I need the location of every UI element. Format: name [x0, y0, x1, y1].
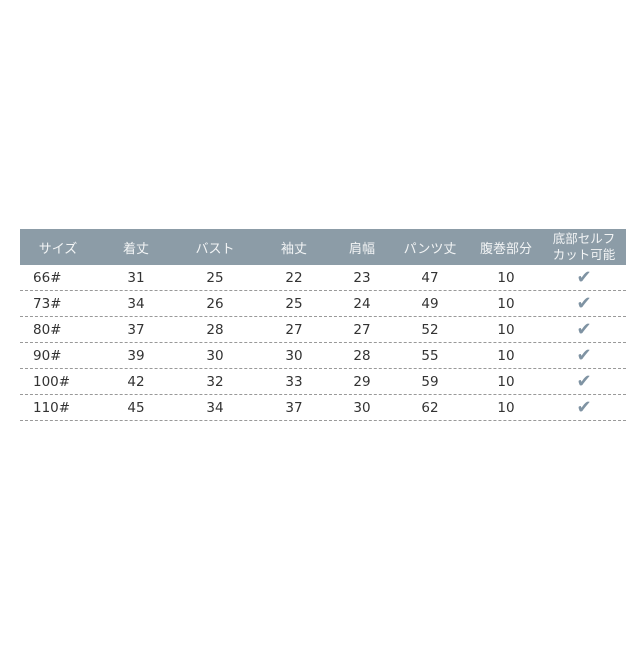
table-cell: 110# — [33, 399, 71, 416]
table-cell: 25 — [206, 269, 224, 286]
table-cell: 45 — [127, 399, 145, 416]
table-cell: 37 — [285, 399, 303, 416]
table-row: 100# 42 32 33 29 59 10 ✔ — [20, 369, 626, 395]
header-waistband: 腹巻部分 — [479, 241, 532, 257]
table-row: 80# 37 28 27 27 52 10 ✔ — [20, 317, 626, 343]
checkmark-icon: ✔ — [576, 344, 592, 366]
table-cell: 22 — [285, 269, 303, 286]
table-cell: 32 — [206, 373, 224, 390]
table-cell: 100# — [33, 373, 71, 390]
table-cell: 10 — [497, 399, 515, 416]
table-cell: 24 — [353, 295, 371, 312]
header-pants-length: パンツ丈 — [403, 241, 457, 257]
table-cell: 23 — [353, 269, 371, 286]
table-cell: 28 — [353, 347, 371, 364]
table-cell: 10 — [497, 269, 515, 286]
table-cell: 34 — [206, 399, 224, 416]
table-cell: 29 — [353, 373, 371, 390]
checkmark-icon: ✔ — [576, 292, 592, 314]
table-cell: 31 — [127, 269, 145, 286]
header-shoulder: 肩幅 — [348, 241, 375, 257]
table-cell: 30 — [206, 347, 224, 364]
table-row: 90# 39 30 30 28 55 10 ✔ — [20, 343, 626, 369]
table-cell: 10 — [497, 347, 515, 364]
header-length: 着丈 — [122, 241, 149, 257]
table-cell: 27 — [285, 321, 303, 338]
table-cell: 62 — [421, 399, 439, 416]
table-cell: 39 — [127, 347, 145, 364]
table-cell: 10 — [497, 321, 515, 338]
checkmark-icon: ✔ — [576, 396, 592, 418]
table-cell: 30 — [285, 347, 303, 364]
table-cell: 73# — [33, 295, 62, 312]
checkmark-icon: ✔ — [576, 370, 592, 392]
checkmark-icon: ✔ — [576, 266, 592, 288]
header-hem-cut-line1: 底部セルフ — [552, 231, 616, 246]
table-cell: 33 — [285, 373, 303, 390]
table-cell: 30 — [353, 399, 371, 416]
table-cell: 26 — [206, 295, 224, 312]
table-cell: 49 — [421, 295, 439, 312]
header-hem-cut: 底部セルフ カット可能 — [542, 231, 626, 263]
table-cell: 37 — [127, 321, 145, 338]
table-cell: 52 — [421, 321, 439, 338]
table-row: 110# 45 34 37 30 62 10 ✔ — [20, 395, 626, 421]
size-table: サイズ 着丈 バスト 袖丈 肩幅 パンツ丈 腹巻部分 底部セルフ カット可能 6… — [20, 229, 626, 421]
table-cell: 10 — [497, 295, 515, 312]
table-cell: 80# — [33, 321, 62, 338]
table-row: 73# 34 26 25 24 49 10 ✔ — [20, 291, 626, 317]
table-cell: 25 — [285, 295, 303, 312]
table-row: 66# 31 25 22 23 47 10 ✔ — [20, 265, 626, 291]
table-cell: 47 — [421, 269, 439, 286]
header-hem-cut-line2: カット可能 — [552, 247, 616, 262]
checkmark-icon: ✔ — [576, 318, 592, 340]
table-cell: 66# — [33, 269, 62, 286]
table-cell: 34 — [127, 295, 145, 312]
table-cell: 27 — [353, 321, 371, 338]
table-cell: 55 — [421, 347, 439, 364]
table-cell: 59 — [421, 373, 439, 390]
table-cell: 90# — [33, 347, 62, 364]
table-cell: 28 — [206, 321, 224, 338]
table-cell: 42 — [127, 373, 145, 390]
header-bust: バスト — [195, 241, 235, 257]
header-sleeve: 袖丈 — [280, 241, 307, 257]
table-header: サイズ 着丈 バスト 袖丈 肩幅 パンツ丈 腹巻部分 底部セルフ カット可能 — [20, 229, 626, 265]
header-size: サイズ — [38, 241, 78, 257]
table-cell: 10 — [497, 373, 515, 390]
